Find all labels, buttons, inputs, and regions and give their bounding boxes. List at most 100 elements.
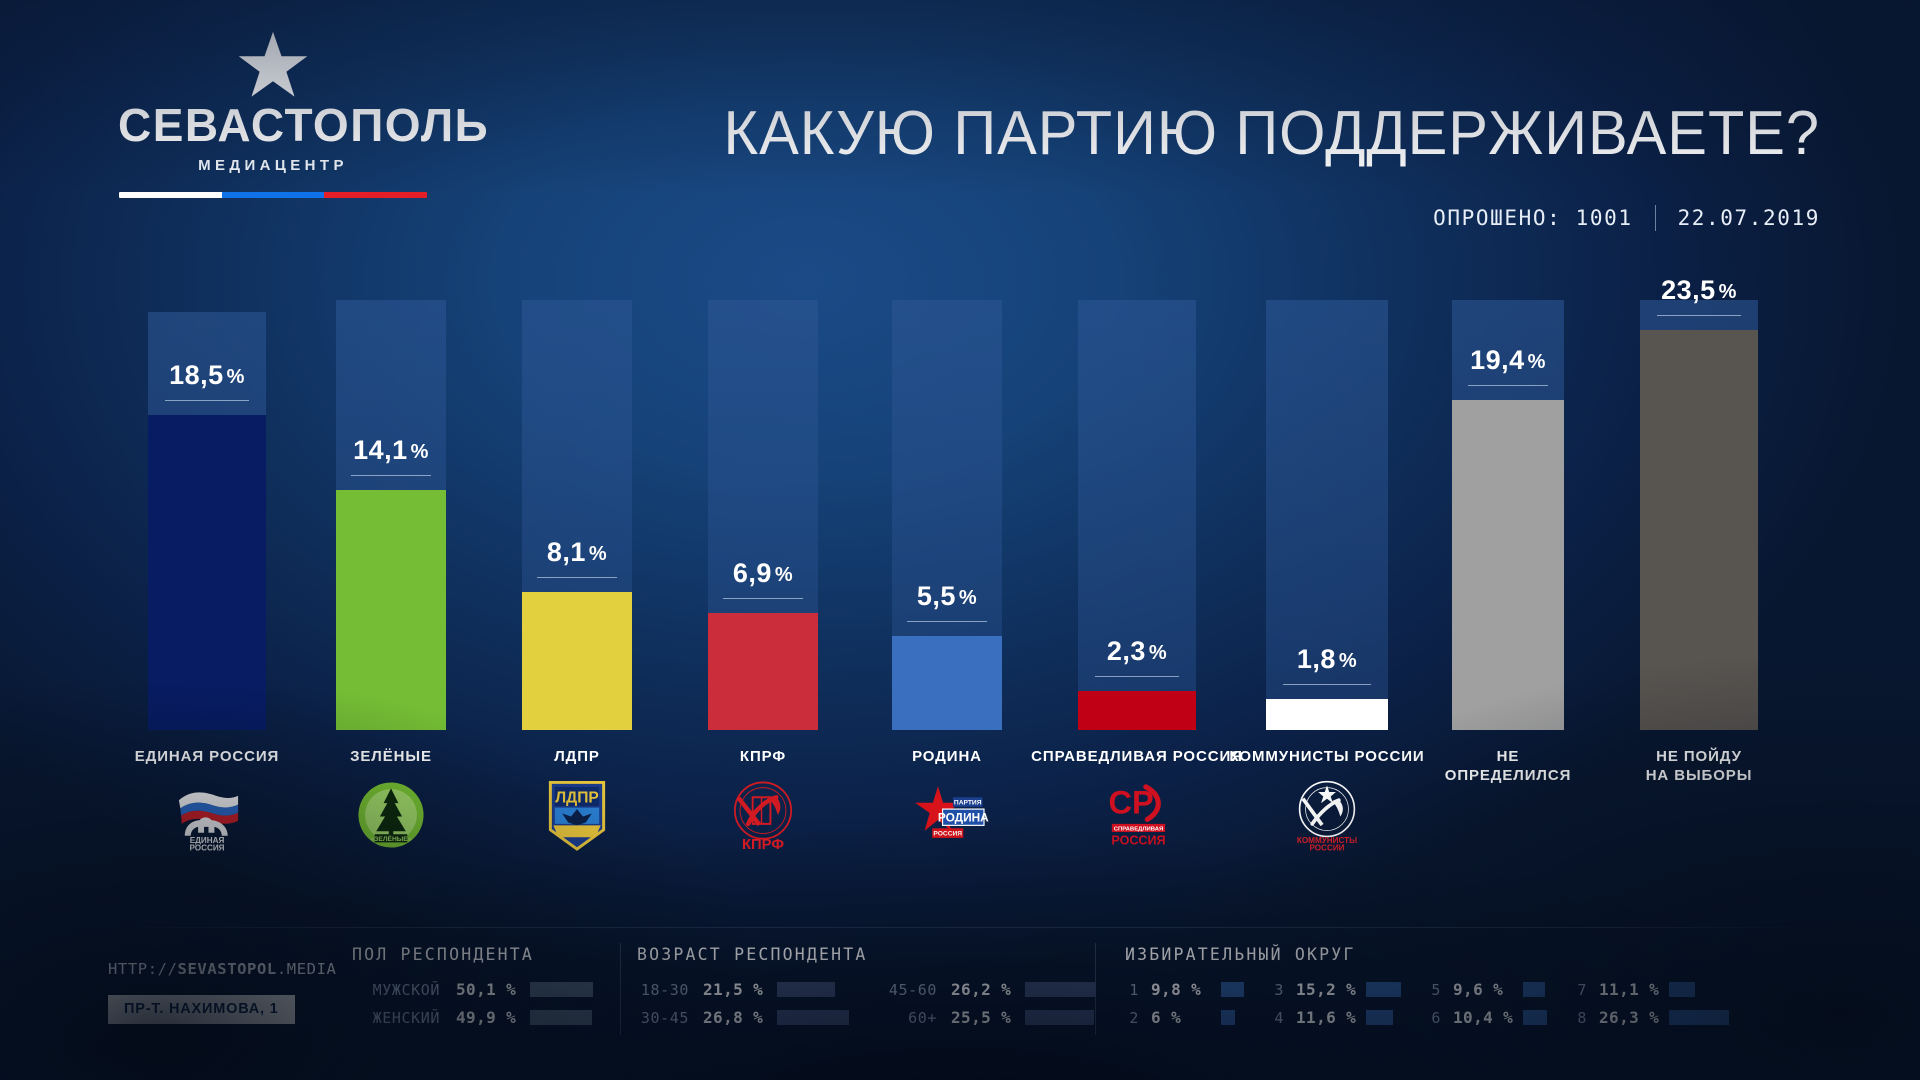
stat-group-age: ВОЗРАСТ РЕСПОНДЕНТА 18-30 21,5 % 30-45 26,8… — [637, 945, 1096, 1027]
stat-value: 11,1 % — [1599, 980, 1660, 999]
stat-key: 30-45 — [640, 1008, 689, 1027]
bar-value-label: 1,8% — [1266, 644, 1388, 675]
age-title: ВОЗРАСТ РЕСПОНДЕНТА — [637, 945, 868, 964]
communists-of-russia-logo: КОММУНИСТЫ РОССИИ — [1246, 778, 1408, 858]
stat-value: 10,4 % — [1453, 1008, 1514, 1027]
value-underline — [1283, 684, 1371, 685]
bar-value-label: 18,5% — [148, 360, 266, 391]
svg-text:СПРАВЕДЛИВАЯ: СПРАВЕДЛИВАЯ — [1114, 827, 1163, 833]
bar-slot: 14,1% — [336, 300, 446, 730]
value-underline — [351, 475, 431, 476]
age-columns: 18-30 21,5 % 30-45 26,8 % 45-60 26,2 % 60+ 25,… — [637, 980, 1096, 1027]
bar-value-label: 2,3% — [1078, 636, 1196, 667]
footer-vsep-1 — [620, 943, 621, 1035]
age-column-left: 18-30 21,5 % 30-45 26,8 % — [637, 980, 849, 1027]
percent-sign: % — [588, 543, 608, 565]
svg-text:ЕДИНАЯ: ЕДИНАЯ — [190, 836, 225, 845]
bar-fill — [1078, 691, 1196, 730]
stat-row: 5 9,6 % — [1427, 980, 1547, 999]
bar-category-label: НЕ ПОЙДУ НА ВЫБОРЫ — [1590, 748, 1808, 786]
bar-category-line: ОПРЕДЕЛИЛСЯ — [1444, 766, 1572, 784]
bar-slot: 8,1% — [522, 300, 632, 730]
bar-value-label: 19,4% — [1452, 345, 1564, 376]
site-url[interactable]: HTTP://SEVASTOPOL.MEDIA — [108, 960, 336, 978]
bar-slot: 19,4% — [1452, 300, 1564, 730]
svg-text:РОССИЯ: РОССИЯ — [933, 831, 962, 838]
stat-row: 8 26,3 % — [1573, 1008, 1729, 1027]
stat-key: 5 — [1431, 980, 1441, 999]
svg-text:РОДИНА: РОДИНА — [938, 811, 989, 825]
just-russia-logo: СР СПРАВЕДЛИВАЯ РОССИЯ — [1058, 778, 1216, 858]
stat-bar — [1523, 982, 1545, 997]
svg-text:ПАРТИЯ: ПАРТИЯ — [954, 800, 982, 807]
stat-bar — [1025, 1010, 1094, 1025]
percent-sign: % — [410, 441, 429, 463]
stat-value: 9,6 % — [1453, 980, 1504, 999]
bar-value-number: 18,5 — [169, 360, 224, 390]
age-column-right: 45-60 26,2 % 60+ 25,5 % — [885, 980, 1096, 1027]
value-underline — [907, 621, 987, 622]
stat-bar — [1025, 982, 1096, 997]
tricolor-blue — [221, 192, 325, 198]
stat-row: ЖЕНСКИЙ 49,9 % — [352, 1008, 593, 1027]
stat-value: 49,9 % — [456, 1008, 517, 1027]
brand-name: СЕВАСТОПОЛЬ — [118, 99, 490, 151]
stat-value: 25,5 % — [951, 1008, 1012, 1027]
stat-key: 6 — [1431, 1008, 1441, 1027]
bar-value-number: 19,4 — [1470, 345, 1525, 375]
tricolor-red — [324, 192, 427, 198]
bar-value-number: 1,8 — [1296, 644, 1336, 674]
svg-text:КОММУНИСТЫ: КОММУНИСТЫ — [1297, 836, 1357, 845]
survey-meta: ОПРОШЕНО: 1001 22.07.2019 — [1433, 205, 1820, 231]
percent-sign: % — [1527, 351, 1546, 373]
tricolor-white — [119, 192, 222, 198]
stat-row: 45-60 26,2 % — [885, 980, 1096, 999]
bar-value-number: 14,1 — [353, 435, 408, 465]
bar-category-line: ЗЕЛЁНЫЕ — [350, 748, 432, 765]
bar-slot: 1,8% — [1266, 300, 1388, 730]
stat-bar — [1669, 982, 1695, 997]
stat-value: 26,2 % — [951, 980, 1012, 999]
stat-key: 18-30 — [640, 980, 689, 999]
stat-bar — [530, 1010, 592, 1025]
bar-value-number: 5,5 — [916, 581, 956, 611]
stat-value: 21,5 % — [703, 980, 764, 999]
bar-category-label: ЛДПР — [472, 748, 682, 767]
value-underline — [1094, 676, 1180, 677]
value-underline — [1656, 315, 1742, 316]
district-column: 7 11,1 % 8 26,3 % — [1573, 980, 1729, 1027]
stat-key: МУЖСКОЙ — [372, 980, 440, 999]
bar-value-label: 8,1% — [522, 537, 632, 568]
bar-fill — [148, 415, 266, 730]
value-underline — [723, 598, 803, 599]
percent-sign: % — [958, 587, 978, 609]
address-badge: ПР-Т. НАХИМОВА, 1 — [108, 995, 295, 1024]
stat-row: 18-30 21,5 % — [637, 980, 849, 999]
united-russia-logo: ЕДИНАЯ РОССИЯ — [128, 778, 286, 858]
stat-bar — [777, 982, 835, 997]
district-title: ИЗБИРАТЕЛЬНЫЙ ОКРУГ — [1125, 945, 1356, 964]
bar-category-label: РОДИНА — [842, 748, 1052, 767]
stat-key: 4 — [1274, 1008, 1284, 1027]
stat-group-gender: ПОЛ РЕСПОНДЕНТА МУЖСКОЙ 50,1 % ЖЕНСКИЙ 49,9… — [352, 945, 593, 1027]
stat-row: 3 15,2 % — [1270, 980, 1401, 999]
bar-chart: 18,5% 14,1% 8,1% 6,9% 5,5% 2,3% 1,8% 19,4% 23,5% — [0, 275, 1920, 740]
stat-value: 26,3 % — [1599, 1008, 1660, 1027]
page-title: КАКУЮ ПАРТИЮ ПОДДЕРЖИВАЕТЕ? — [723, 99, 1821, 168]
bar-track — [1266, 300, 1388, 730]
svg-text:СР: СР — [1108, 785, 1153, 821]
survey-date: 22.07.2019 — [1677, 206, 1820, 230]
bar-category-line: КПРФ — [739, 748, 787, 765]
district-columns: 1 9,8 % 2 6 % 3 15,2 % 4 11,6 % 5 9,6 % 6 10,4 % … — [1125, 980, 1729, 1027]
svg-text:РОССИЯ: РОССИЯ — [189, 844, 224, 852]
greens-party-logo: «ЗЕЛЁНЫЕ» — [316, 778, 466, 858]
bar-category-line: РОДИНА — [912, 748, 982, 765]
bar-category-label: НЕ ОПРЕДЕЛИЛСЯ — [1402, 748, 1614, 786]
stat-bar — [1366, 1010, 1393, 1025]
meta-separator — [1654, 205, 1656, 231]
bar-category-line: НЕ — [1496, 748, 1520, 765]
bar-category-label: КОММУНИСТЫ РОССИИ — [1216, 748, 1438, 767]
gender-title: ПОЛ РЕСПОНДЕНТА — [352, 945, 535, 964]
percent-sign: % — [1718, 281, 1737, 303]
value-underline — [164, 400, 250, 401]
